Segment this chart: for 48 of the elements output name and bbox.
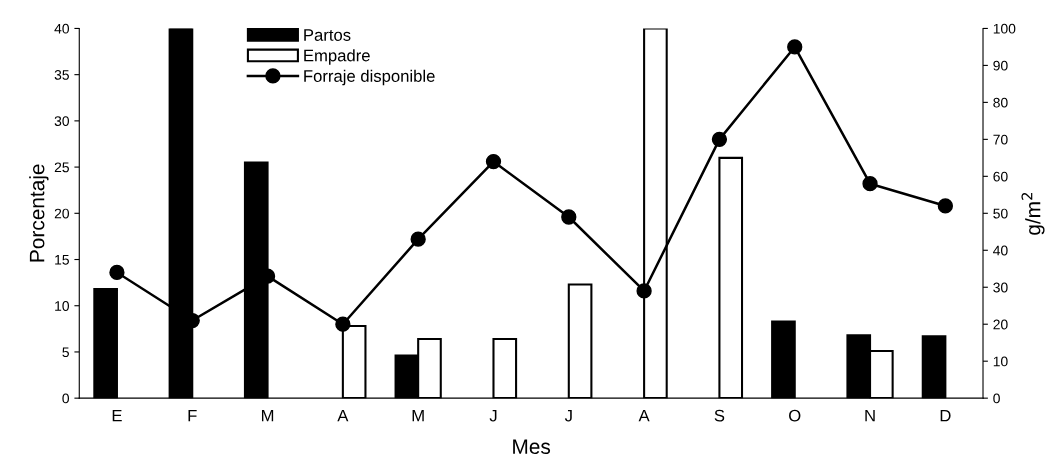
x-tick-label: A <box>337 409 349 422</box>
y-tick-label: 15 <box>55 254 69 265</box>
point <box>561 209 577 225</box>
x-tick-label: J <box>489 409 497 422</box>
y-tick-label: 10 <box>55 301 70 311</box>
point <box>335 316 351 332</box>
y2-axis-title: g/m$^{2}$ <box>1021 192 1045 235</box>
x-tick-label: M <box>261 409 274 422</box>
x-tick-label: M <box>412 409 424 422</box>
x-tick-label: S <box>714 409 725 422</box>
y-tick-label: 20 <box>54 208 70 219</box>
legend-label: Partos <box>304 29 351 41</box>
y2-tick-label: 100 <box>993 23 1016 34</box>
y2-tick-label: 60 <box>993 171 1008 182</box>
point <box>485 153 502 170</box>
legend-label: Empadre <box>304 49 370 65</box>
y2-tick-label: 40 <box>993 245 1008 256</box>
point <box>711 131 728 147</box>
y-tick-label: 0 <box>62 393 70 404</box>
point <box>787 39 803 55</box>
x-tick-label: D <box>940 409 951 422</box>
y2-tick-label: 70 <box>993 134 1008 145</box>
y2-tick-label: 90 <box>993 60 1008 71</box>
y2-tick-label: 0 <box>993 393 1000 404</box>
y-tick-label: 30 <box>54 116 70 127</box>
legend-label: Forraje disponible <box>304 69 435 86</box>
y-tick-label: 5 <box>62 347 69 358</box>
x-tick-label: E <box>112 409 122 422</box>
x-tick-label: J <box>564 409 572 422</box>
x-tick-label: N <box>865 409 875 422</box>
y2-tick-label: 30 <box>993 282 1008 293</box>
y-tick-label: 40 <box>54 23 70 34</box>
point <box>862 176 878 192</box>
y-tick-label: 25 <box>54 162 69 173</box>
point <box>410 231 426 247</box>
x-tick-label: F <box>188 409 197 422</box>
x-tick-label: A <box>638 409 650 422</box>
x-axis-title: Mes <box>513 439 551 454</box>
y2-tick-label: 80 <box>993 97 1008 108</box>
point <box>937 198 953 214</box>
y-tick-label: 35 <box>54 69 69 80</box>
y2-tick-label: 10 <box>993 356 1008 367</box>
x-tick-label: O <box>789 409 801 422</box>
y2-tick-label: 20 <box>993 319 1008 330</box>
point <box>109 264 125 281</box>
y2-tick-label: 50 <box>993 208 1008 219</box>
point <box>636 283 652 299</box>
y-axis-title: Porcentaje <box>29 164 49 262</box>
